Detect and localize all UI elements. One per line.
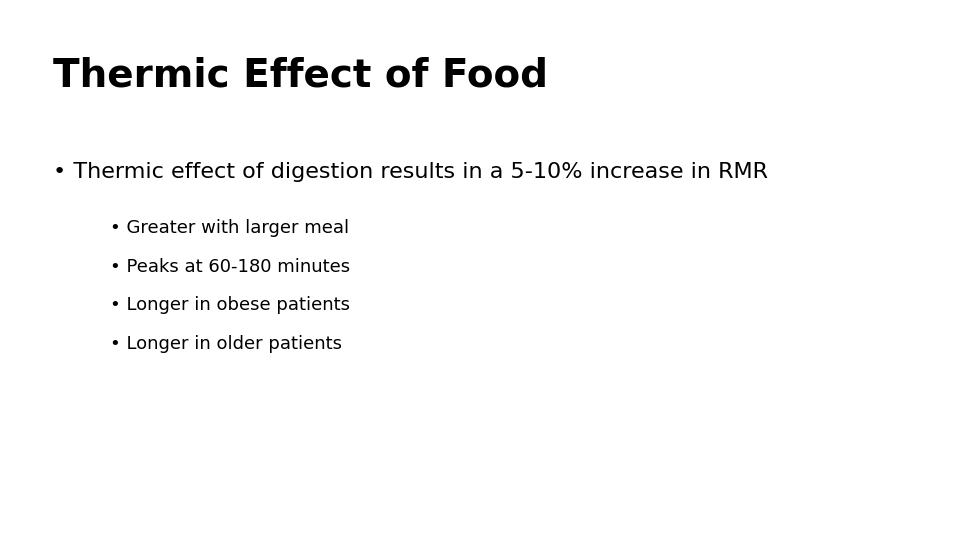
- Text: Thermic Effect of Food: Thermic Effect of Food: [53, 57, 548, 94]
- Text: • Longer in obese patients: • Longer in obese patients: [110, 296, 350, 314]
- Text: • Thermic effect of digestion results in a 5-10% increase in RMR: • Thermic effect of digestion results in…: [53, 162, 768, 182]
- Text: • Greater with larger meal: • Greater with larger meal: [110, 219, 349, 237]
- Text: • Longer in older patients: • Longer in older patients: [110, 335, 343, 353]
- Text: • Peaks at 60-180 minutes: • Peaks at 60-180 minutes: [110, 258, 350, 275]
